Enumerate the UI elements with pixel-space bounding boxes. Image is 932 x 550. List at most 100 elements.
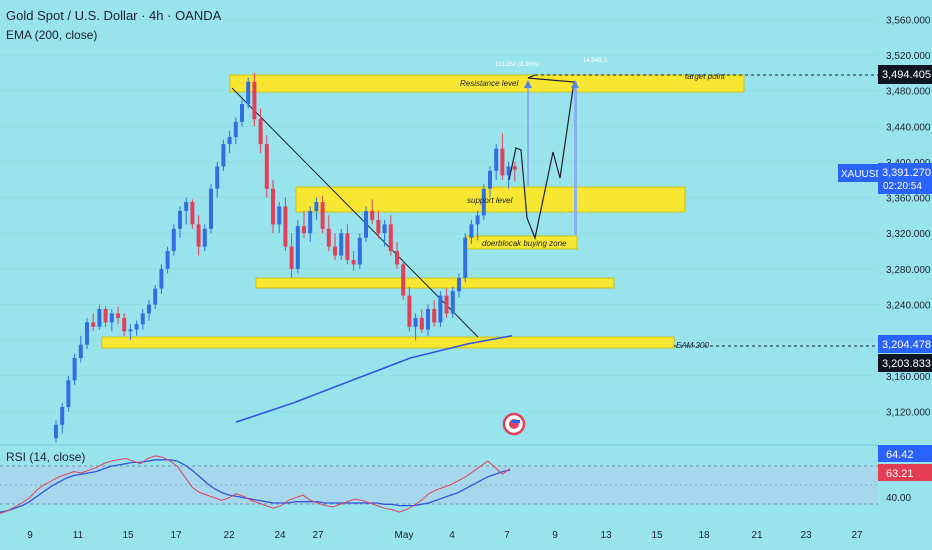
candle[interactable]: [475, 215, 480, 225]
measure-box-b[interactable]: [574, 82, 577, 235]
candle[interactable]: [72, 358, 77, 381]
candle[interactable]: [289, 246, 294, 269]
candle[interactable]: [339, 233, 344, 256]
candle[interactable]: [85, 322, 89, 345]
candle[interactable]: [506, 166, 511, 176]
candle[interactable]: [463, 237, 468, 278]
candle[interactable]: [326, 228, 331, 247]
ema-tag-a: [878, 335, 932, 353]
ema-200-line[interactable]: [235, 334, 513, 423]
candle[interactable]: [388, 224, 393, 252]
candle[interactable]: [196, 224, 201, 247]
candle[interactable]: [147, 304, 151, 314]
mid-zone[interactable]: [255, 277, 615, 289]
candle[interactable]: [271, 188, 275, 225]
candle[interactable]: [165, 251, 170, 269]
candle[interactable]: [357, 237, 362, 265]
candle[interactable]: [258, 119, 263, 145]
candle[interactable]: [500, 148, 505, 176]
candle[interactable]: [60, 407, 65, 425]
candle[interactable]: [140, 313, 145, 325]
candle[interactable]: [252, 81, 257, 120]
trend-line[interactable]: [231, 87, 479, 338]
candle[interactable]: [97, 308, 102, 327]
candle[interactable]: [246, 81, 251, 105]
y-tick-label: 3,320.000: [886, 229, 931, 240]
candle[interactable]: [432, 308, 437, 323]
candle[interactable]: [202, 228, 207, 247]
candle[interactable]: [128, 329, 133, 332]
candle[interactable]: [320, 202, 325, 229]
candle[interactable]: [54, 424, 58, 439]
y-tick-label: 3,240.000: [886, 301, 931, 312]
projection-path[interactable]: [508, 74, 575, 241]
candle[interactable]: [215, 166, 220, 189]
rsi-ma-value: 63.21: [886, 468, 914, 480]
candle[interactable]: [494, 148, 499, 171]
candle[interactable]: [333, 246, 337, 256]
candle[interactable]: [264, 144, 269, 189]
candle[interactable]: [103, 308, 108, 323]
candle[interactable]: [277, 206, 282, 225]
candle[interactable]: [419, 317, 424, 330]
candle[interactable]: [178, 210, 182, 229]
candle[interactable]: [227, 137, 232, 145]
y-tick-label: 3,440.000: [886, 122, 931, 133]
candle[interactable]: [78, 344, 83, 359]
candle[interactable]: [364, 210, 368, 238]
target-tag: [878, 65, 932, 84]
candle[interactable]: [283, 206, 288, 247]
candle[interactable]: [66, 380, 71, 408]
candle[interactable]: [376, 219, 381, 234]
candle[interactable]: [295, 226, 300, 269]
candle[interactable]: [221, 144, 226, 167]
candle[interactable]: [122, 317, 127, 332]
candle[interactable]: [457, 277, 461, 292]
candle[interactable]: [314, 202, 319, 211]
rsi-line[interactable]: [0, 455, 511, 514]
candle[interactable]: [469, 224, 474, 238]
candle[interactable]: [395, 251, 399, 265]
rsi-ma-line[interactable]: [0, 459, 511, 513]
candle[interactable]: [481, 188, 486, 216]
candle[interactable]: [351, 259, 356, 265]
candle[interactable]: [159, 268, 164, 289]
candle[interactable]: [308, 210, 313, 234]
measure-label-b: 14,54B.3: [583, 58, 608, 64]
y-tick-label: 3,280.000: [886, 265, 931, 276]
candle[interactable]: [109, 313, 114, 323]
time-axis[interactable]: 9 11 15 17 22 24 27 May 4 7 9 13 15 18 21 23 27: [27, 530, 863, 541]
candle[interactable]: [190, 202, 195, 225]
candle[interactable]: [134, 324, 139, 330]
price-tags: 3,494.405 XAUUSD 3,391.270 02:20:54 3,20…: [838, 65, 932, 372]
candle[interactable]: [488, 170, 492, 189]
candle[interactable]: [426, 308, 430, 330]
resistance-zone[interactable]: [229, 74, 745, 93]
candle[interactable]: [233, 121, 238, 138]
candle[interactable]: [171, 228, 176, 252]
candle[interactable]: [345, 233, 350, 260]
candle[interactable]: [438, 295, 443, 323]
candle[interactable]: [444, 295, 449, 314]
candle[interactable]: [401, 264, 406, 296]
y-tick-label: 3,560.000: [886, 15, 931, 26]
ema-zone[interactable]: [101, 336, 675, 349]
candle[interactable]: [91, 322, 96, 327]
candle[interactable]: [209, 188, 213, 229]
candle[interactable]: [512, 166, 517, 170]
candle[interactable]: [116, 313, 120, 318]
candle[interactable]: [184, 202, 189, 211]
candle[interactable]: [370, 210, 375, 220]
candle[interactable]: [450, 291, 455, 314]
measure-box-a[interactable]: [527, 82, 529, 186]
candle[interactable]: [407, 295, 412, 327]
y-tick-label: 3,480.000: [886, 87, 931, 98]
candle[interactable]: [302, 226, 306, 234]
candle[interactable]: [153, 288, 158, 305]
candle[interactable]: [413, 317, 418, 327]
candles: [54, 72, 517, 443]
candle[interactable]: [382, 224, 387, 234]
rsi-indicator-label: RSI (14, close): [6, 450, 86, 464]
candle[interactable]: [240, 104, 244, 122]
